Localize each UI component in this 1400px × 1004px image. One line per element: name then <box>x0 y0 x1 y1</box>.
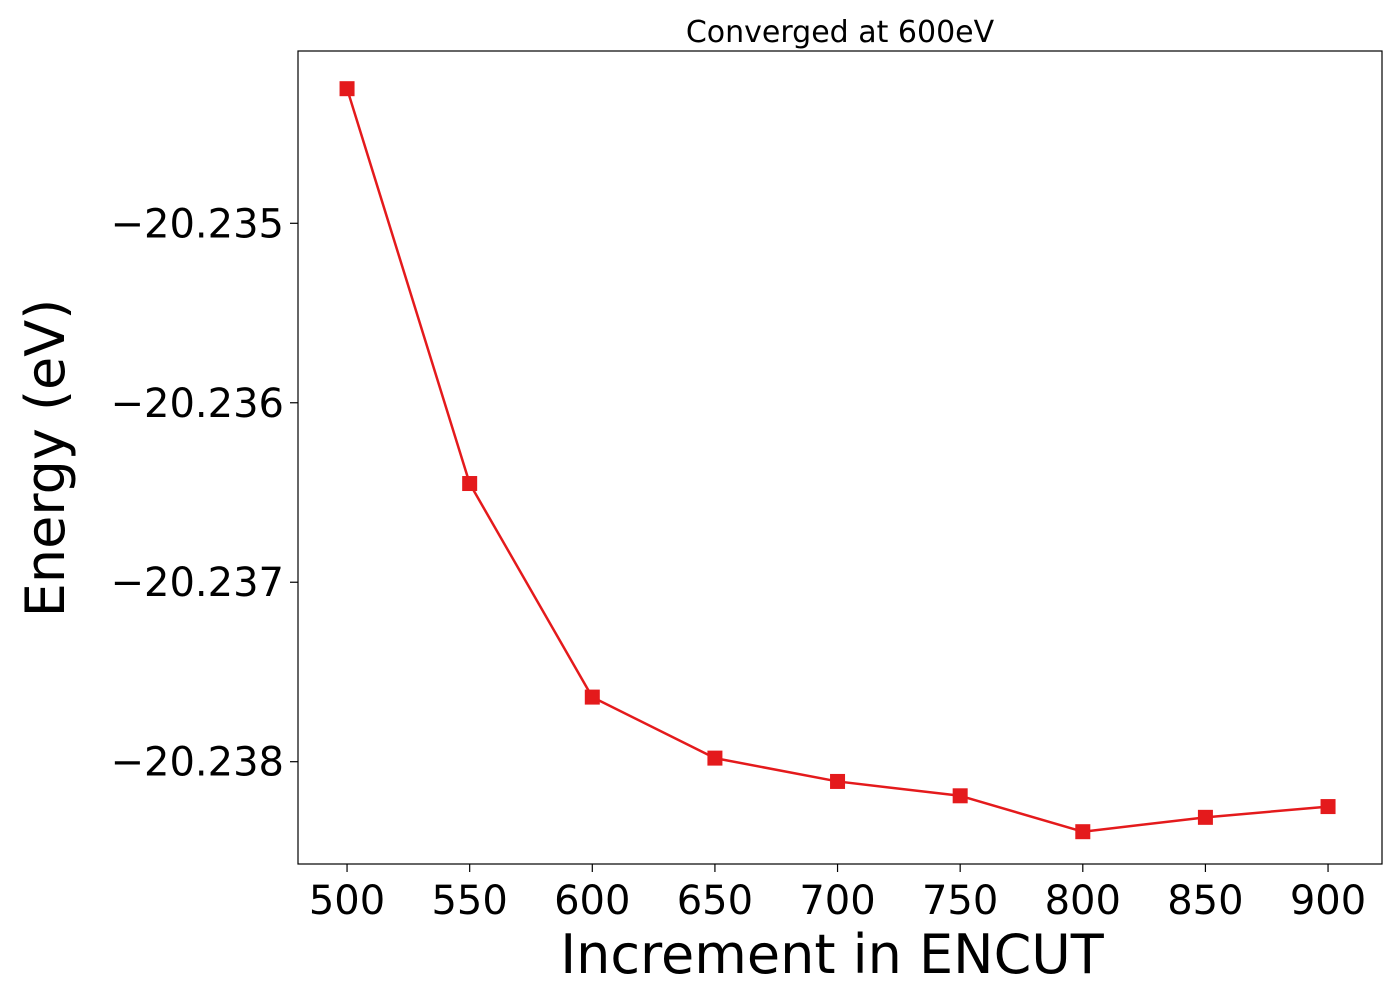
y-axis: −20.235 −20.236 −20.237 −20.238 <box>111 201 298 786</box>
y-tick-label: −20.235 <box>111 201 284 247</box>
data-point-marker <box>1075 824 1091 840</box>
x-tick-label: 900 <box>1290 878 1366 924</box>
data-point-marker <box>830 773 846 789</box>
data-point-marker <box>584 689 600 705</box>
y-tick-label: −20.238 <box>111 740 284 786</box>
y-tick-label: −20.237 <box>111 560 284 606</box>
data-point-marker <box>462 476 478 492</box>
series-layer <box>339 81 1336 840</box>
y-tick-label: −20.236 <box>111 381 284 427</box>
x-tick-label: 600 <box>554 878 630 924</box>
x-tick-label: 800 <box>1045 878 1121 924</box>
series-line <box>345 88 1329 833</box>
y-axis-title: Energy (eV) <box>14 299 77 618</box>
x-tick-label: 650 <box>677 878 753 924</box>
x-axis: 500 550 600 650 700 750 800 850 900 <box>309 864 1366 924</box>
data-point-marker <box>1320 799 1336 815</box>
x-tick-label: 700 <box>799 878 875 924</box>
data-point-marker <box>339 81 355 97</box>
plot-area-frame <box>297 50 1383 865</box>
x-tick-label: 750 <box>922 878 998 924</box>
data-point-marker <box>707 750 723 766</box>
x-axis-title: Increment in ENCUT <box>560 923 1105 986</box>
chart-title: Converged at 600eV <box>686 15 995 50</box>
data-point-marker <box>952 788 968 804</box>
x-tick-label: 850 <box>1167 878 1243 924</box>
x-tick-label: 550 <box>431 878 507 924</box>
data-point-marker <box>1197 809 1213 825</box>
x-tick-label: 500 <box>309 878 385 924</box>
